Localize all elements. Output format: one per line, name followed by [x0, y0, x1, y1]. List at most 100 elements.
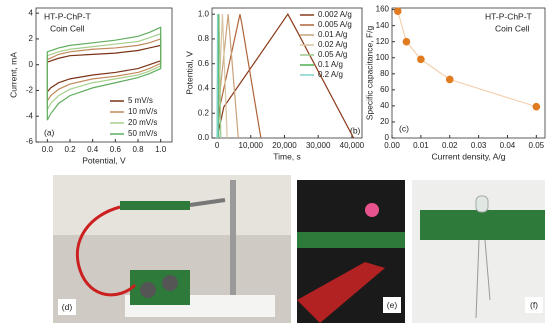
y-tick-label: 100: [376, 53, 390, 62]
legend-label: 0.1 A/g: [318, 60, 343, 69]
label-box: [58, 299, 76, 315]
x-tick-label: 0.8: [132, 145, 144, 154]
label-box: [383, 297, 401, 313]
series-line: [46, 32, 162, 111]
y-tick-label: -2: [26, 86, 34, 95]
led: [475, 195, 489, 213]
legend-label: 10 mV/s: [128, 107, 157, 116]
panel-label: (e): [387, 300, 398, 310]
x-tick-label: 10,000: [239, 141, 264, 150]
lead: [484, 239, 491, 301]
plot-frame: [35, 7, 173, 143]
annotation: HT-P-ChP-T: [485, 11, 532, 21]
legend-label: 0.02 A/g: [318, 40, 347, 49]
point: [417, 55, 425, 64]
panel-label: (f): [530, 300, 538, 310]
y-tick-label: 1.0: [198, 9, 210, 18]
legend-label: 0.002 A/g: [318, 10, 352, 19]
plot-frame: [391, 7, 546, 139]
point: [445, 75, 454, 84]
point: [393, 7, 402, 16]
stand-rod: [230, 180, 236, 300]
x-tick-label: 0.02: [442, 141, 458, 150]
x-tick-label: 0.4: [87, 145, 99, 154]
y-tick-label: 0.4: [198, 84, 210, 93]
photo-f: (f): [412, 180, 545, 323]
y-tick-label: 2: [29, 34, 34, 43]
legend-label: 0.01 A/g: [318, 30, 347, 39]
pcb: [130, 270, 190, 305]
lead: [475, 239, 480, 319]
annotation: HT-P-ChP-T: [44, 11, 91, 21]
plot-frame: [211, 7, 363, 139]
x-tick-label: 0.01: [413, 141, 429, 150]
y-tick-label: 80: [380, 69, 389, 78]
clip: [297, 262, 385, 323]
x-tick-label: 40,000: [340, 141, 365, 150]
y-tick-label: 0.2: [198, 108, 210, 117]
x-tick-label: 0.6: [110, 145, 122, 154]
x-tick-label: 0.05: [529, 141, 545, 150]
annotation: (c): [399, 123, 409, 133]
x-tick-label: 0.04: [500, 141, 516, 150]
series-line: [216, 13, 355, 139]
point: [532, 102, 541, 111]
pcb: [297, 232, 405, 248]
series-line: [46, 38, 162, 103]
legend-label: 0.2 A/g: [318, 70, 343, 79]
legend-label: 0.05 A/g: [318, 50, 347, 59]
annotation: Coin Cell: [50, 23, 85, 33]
point: [402, 37, 411, 46]
y-tick-label: -4: [26, 111, 34, 120]
y-tick-label: 4: [29, 8, 34, 17]
y-tick-label: 40: [380, 101, 389, 110]
y-axis-label: Potential, V: [184, 51, 194, 95]
wire: [75, 205, 137, 297]
x-tick-label: 1.0: [155, 145, 167, 154]
pcb: [120, 201, 190, 210]
annotation: Coin Cell: [495, 23, 530, 33]
y-axis-label: Current, mA: [8, 52, 18, 98]
annotation: (b): [350, 125, 361, 135]
clamp: [189, 198, 226, 207]
panel-label: (d): [62, 302, 73, 312]
coin-cell: [162, 275, 178, 291]
y-tick-label: 0: [385, 133, 390, 142]
led: [365, 203, 379, 217]
legend-label: 5 mV/s: [128, 96, 153, 105]
y-tick-label: 0.0: [198, 133, 210, 142]
y-tick-label: -6: [26, 137, 34, 146]
x-tick-label: 0: [215, 141, 220, 150]
pcb: [420, 210, 545, 240]
x-axis-label: Current density, A/g: [431, 151, 505, 161]
series-line: [46, 44, 162, 94]
photo-e: (e): [297, 180, 405, 323]
x-axis-label: Time, s: [273, 151, 301, 161]
series-line: [46, 26, 162, 121]
x-tick-label: 0.00: [384, 141, 400, 150]
label-box: [525, 297, 543, 313]
y-tick-label: 60: [380, 85, 389, 94]
y-tick-label: 0: [29, 60, 34, 69]
x-tick-label: 0.03: [471, 141, 487, 150]
series-line: [216, 14, 219, 139]
x-axis-label: Potential, V: [82, 155, 126, 165]
annotation: (a): [44, 127, 55, 137]
y-tick-label: 160: [376, 5, 390, 14]
x-tick-label: 0.2: [64, 145, 76, 154]
x-tick-label: 0.0: [42, 145, 54, 154]
legend-label: 0.005 A/g: [318, 20, 352, 29]
photo-d: (d): [53, 175, 291, 323]
legend-label: 20 mV/s: [128, 118, 157, 127]
y-tick-label: 140: [376, 21, 390, 30]
y-tick-label: 120: [376, 37, 390, 46]
x-tick-label: 30,000: [306, 141, 331, 150]
legend-label: 50 mV/s: [128, 129, 157, 138]
y-tick-label: 0.8: [198, 34, 210, 43]
coin-cell: [140, 282, 156, 298]
y-tick-label: 0.6: [198, 59, 210, 68]
y-axis-label: Specific capacitance, F/g: [364, 25, 374, 120]
x-tick-label: 20,000: [272, 141, 297, 150]
y-tick-label: 20: [380, 117, 389, 126]
